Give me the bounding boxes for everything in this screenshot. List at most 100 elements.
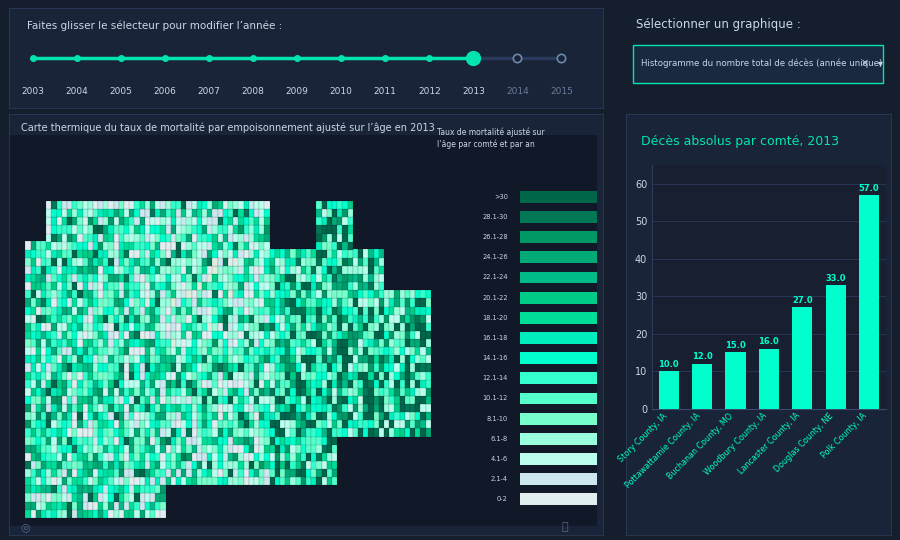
Bar xyxy=(134,225,140,233)
Bar xyxy=(72,436,77,445)
Bar xyxy=(31,461,36,469)
Bar xyxy=(202,477,208,485)
Bar xyxy=(332,379,338,388)
Bar xyxy=(238,387,244,396)
Bar xyxy=(321,225,327,233)
Bar xyxy=(400,404,405,412)
Bar xyxy=(83,217,88,225)
Bar xyxy=(93,298,98,307)
Bar xyxy=(25,355,31,363)
Bar xyxy=(145,404,150,412)
Bar xyxy=(36,266,41,274)
Bar xyxy=(368,274,373,282)
Bar xyxy=(202,241,208,250)
Bar xyxy=(254,396,259,404)
Bar xyxy=(265,371,270,380)
Bar xyxy=(270,266,275,274)
Bar xyxy=(98,314,104,323)
Bar xyxy=(317,258,322,266)
Bar xyxy=(410,290,416,299)
Bar xyxy=(104,322,109,331)
Bar xyxy=(259,266,265,274)
Bar xyxy=(40,420,47,428)
Bar xyxy=(25,453,31,461)
Bar xyxy=(83,209,88,217)
Bar xyxy=(295,314,302,323)
Bar xyxy=(25,282,31,291)
Bar xyxy=(109,412,114,420)
Bar xyxy=(207,249,212,258)
Bar xyxy=(233,428,238,436)
Bar xyxy=(160,258,166,266)
Bar xyxy=(520,494,597,505)
Bar xyxy=(342,209,347,217)
Bar xyxy=(248,258,255,266)
Bar xyxy=(311,428,317,436)
Bar xyxy=(57,501,62,510)
Bar xyxy=(124,436,130,445)
Bar xyxy=(25,420,31,428)
Bar xyxy=(57,322,62,331)
Bar xyxy=(134,461,140,469)
Bar xyxy=(238,266,244,274)
Bar xyxy=(291,339,296,347)
Bar xyxy=(109,282,114,291)
Bar xyxy=(67,233,72,241)
Bar xyxy=(166,274,171,282)
Bar xyxy=(228,404,233,412)
Bar xyxy=(113,282,119,291)
Bar xyxy=(160,477,166,485)
Bar xyxy=(104,379,109,388)
Bar xyxy=(87,306,94,315)
Bar xyxy=(244,453,249,461)
Bar xyxy=(420,355,426,363)
Bar xyxy=(46,274,51,282)
Bar xyxy=(280,266,285,274)
Bar xyxy=(379,371,384,380)
Bar xyxy=(420,387,426,396)
Bar xyxy=(321,355,327,363)
Bar xyxy=(244,322,249,331)
Bar xyxy=(265,428,270,436)
Bar xyxy=(36,330,41,339)
Bar xyxy=(311,371,317,380)
Bar xyxy=(265,461,270,469)
Text: 2012: 2012 xyxy=(418,87,441,96)
Bar xyxy=(83,436,88,445)
Bar xyxy=(130,404,135,412)
Bar xyxy=(40,249,47,258)
Bar xyxy=(317,282,322,291)
Bar xyxy=(113,233,119,241)
Bar xyxy=(254,420,259,428)
Bar xyxy=(233,477,238,485)
Bar xyxy=(93,501,98,510)
Bar xyxy=(72,355,77,363)
Bar xyxy=(119,274,124,282)
Bar xyxy=(311,469,317,477)
Bar xyxy=(301,469,306,477)
Bar xyxy=(113,420,119,428)
Bar xyxy=(113,298,119,307)
Bar xyxy=(254,330,259,339)
Bar xyxy=(31,266,36,274)
Bar xyxy=(321,444,327,453)
Bar xyxy=(338,298,343,307)
Bar xyxy=(186,330,192,339)
Bar xyxy=(31,412,36,420)
Bar xyxy=(176,469,182,477)
Bar xyxy=(248,461,255,469)
Bar xyxy=(327,274,332,282)
Bar xyxy=(353,314,358,323)
Bar xyxy=(368,258,373,266)
Bar xyxy=(130,436,135,445)
Bar xyxy=(405,363,410,372)
Bar xyxy=(25,412,31,420)
Bar xyxy=(353,347,358,355)
Bar xyxy=(57,412,62,420)
Bar xyxy=(124,493,130,502)
Bar xyxy=(321,453,327,461)
Bar xyxy=(347,225,353,233)
Bar xyxy=(207,436,212,445)
Bar xyxy=(77,412,83,420)
Bar xyxy=(186,249,192,258)
